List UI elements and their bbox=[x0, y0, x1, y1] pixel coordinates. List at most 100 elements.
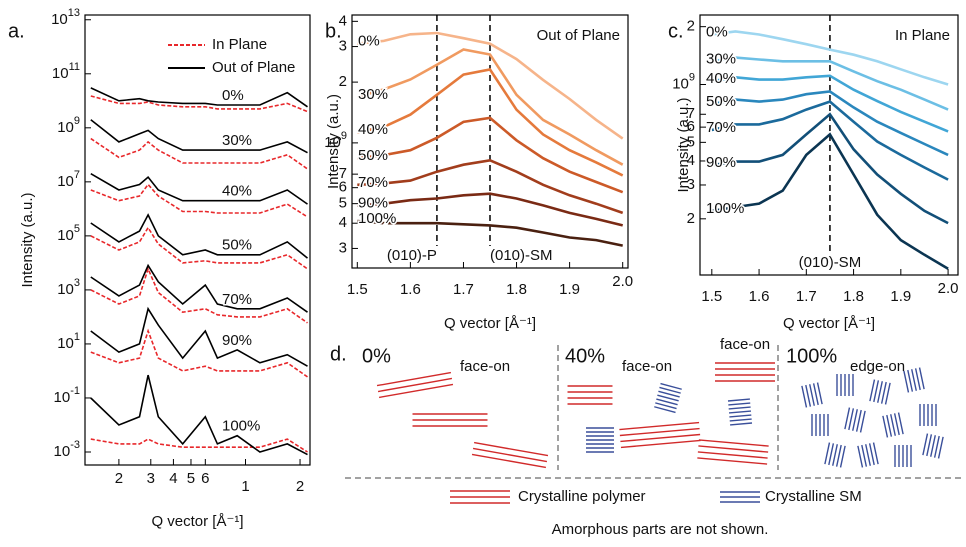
stack-line bbox=[877, 381, 883, 403]
section-title: 100% bbox=[786, 345, 837, 367]
tick-exponent: -3 bbox=[70, 439, 80, 451]
y-tick-label: 103 bbox=[57, 277, 80, 298]
y-tick-label: 2 bbox=[339, 73, 347, 90]
curve-label: 0% bbox=[358, 33, 380, 50]
stack-line bbox=[698, 445, 769, 453]
curve bbox=[711, 74, 949, 133]
tick-exponent: 3 bbox=[74, 277, 80, 289]
stack-line bbox=[816, 382, 823, 405]
curve-label: 100% bbox=[706, 200, 744, 217]
curve-label: 40% bbox=[358, 121, 388, 138]
y-tick-label: 6 bbox=[339, 179, 347, 196]
stack-line bbox=[658, 390, 680, 398]
stack-line bbox=[657, 394, 679, 402]
stack-line bbox=[729, 418, 752, 422]
stack-line bbox=[655, 402, 677, 410]
stack-line bbox=[620, 439, 701, 449]
y-tick-label: 101 bbox=[57, 331, 80, 352]
x-tick-label: 2 bbox=[296, 478, 304, 495]
reference-label: (010)-SM bbox=[490, 247, 553, 264]
stack-line bbox=[728, 410, 752, 414]
stack bbox=[586, 427, 614, 453]
x-tick-label: 6 bbox=[201, 470, 209, 487]
in-plane-curve bbox=[90, 328, 308, 378]
stack-line bbox=[873, 380, 880, 403]
y-tick-label: 3 bbox=[339, 239, 347, 256]
y-tick-label: 109 bbox=[324, 130, 347, 151]
y-tick-label: 3 bbox=[687, 176, 695, 193]
y-tick-label: 4 bbox=[687, 152, 695, 169]
tick-exponent: 9 bbox=[341, 130, 347, 142]
x-tick-label: 1.9 bbox=[559, 281, 580, 298]
stack bbox=[869, 379, 891, 405]
curve bbox=[711, 132, 949, 270]
stack-line bbox=[376, 371, 452, 387]
y-tick-label: 109 bbox=[57, 115, 80, 136]
in-plane-curve bbox=[90, 266, 308, 324]
tick-exponent: 1 bbox=[74, 331, 80, 343]
tick-base: 10 bbox=[54, 443, 71, 460]
curve bbox=[711, 100, 949, 181]
out-of-plane-curve bbox=[90, 213, 309, 259]
tick-base: 10 bbox=[52, 65, 69, 82]
stack-line bbox=[848, 408, 855, 431]
stack-line bbox=[872, 442, 879, 465]
stack-line bbox=[697, 451, 768, 459]
x-tick-label: 2.0 bbox=[612, 273, 633, 290]
y-tick-label: 3 bbox=[339, 38, 347, 55]
curve-label: 50% bbox=[706, 93, 736, 110]
curve bbox=[357, 68, 624, 177]
y-tick-label: 10-1 bbox=[54, 385, 80, 406]
curve-label: 30% bbox=[706, 50, 736, 67]
stack-line bbox=[857, 445, 864, 468]
x-tick-label: 4 bbox=[169, 470, 177, 487]
curve-label: 30% bbox=[222, 132, 252, 149]
stack-line bbox=[805, 384, 812, 407]
stack bbox=[720, 491, 760, 503]
stack-line bbox=[809, 384, 815, 406]
stack-line bbox=[471, 453, 547, 469]
y-tick-label: 6 bbox=[687, 118, 695, 135]
legend-label: Out of Plane bbox=[212, 59, 295, 76]
x-tick-label: 1.9 bbox=[890, 288, 911, 305]
panel-label: a. bbox=[8, 20, 25, 42]
stack-line bbox=[918, 367, 925, 390]
stack bbox=[811, 414, 829, 436]
stack bbox=[894, 445, 912, 467]
stack-line bbox=[868, 443, 875, 466]
curve-label: 0% bbox=[706, 24, 728, 41]
stack bbox=[697, 439, 769, 465]
stack-line bbox=[378, 383, 454, 399]
stack-line bbox=[654, 406, 676, 414]
stack bbox=[824, 442, 846, 468]
stack-line bbox=[933, 435, 940, 458]
stack-line bbox=[937, 436, 944, 459]
out-of-plane-curve bbox=[90, 306, 308, 367]
y-tick-label: 2 bbox=[687, 18, 695, 35]
plot-frame bbox=[699, 14, 959, 276]
x-tick-label: 1.8 bbox=[506, 281, 527, 298]
x-axis-title: Q vector [Å⁻¹] bbox=[151, 513, 243, 530]
tick-base: 10 bbox=[54, 389, 71, 406]
panel-label: d. bbox=[330, 343, 347, 365]
tick-exponent: -1 bbox=[70, 385, 80, 397]
stack-line bbox=[922, 433, 929, 456]
stack-line bbox=[835, 444, 842, 467]
stack bbox=[882, 412, 904, 438]
x-tick-label: 1.7 bbox=[796, 288, 817, 305]
stack-line bbox=[728, 402, 751, 406]
x-tick-label: 1.6 bbox=[749, 288, 770, 305]
y-tick-label: 7 bbox=[687, 105, 695, 122]
stack-line bbox=[619, 427, 700, 437]
tick-base: 10 bbox=[57, 173, 74, 190]
stack bbox=[471, 441, 549, 469]
curve-label: 100% bbox=[358, 210, 396, 227]
x-tick-label: 1.5 bbox=[347, 281, 368, 298]
stack-line bbox=[697, 457, 768, 465]
curve bbox=[356, 48, 624, 166]
y-tick-label: 109 bbox=[672, 71, 695, 92]
x-axis-title: Q vector [Å⁻¹] bbox=[444, 315, 536, 332]
curve-label: 90% bbox=[222, 332, 252, 349]
y-tick-label: 5 bbox=[339, 195, 347, 212]
